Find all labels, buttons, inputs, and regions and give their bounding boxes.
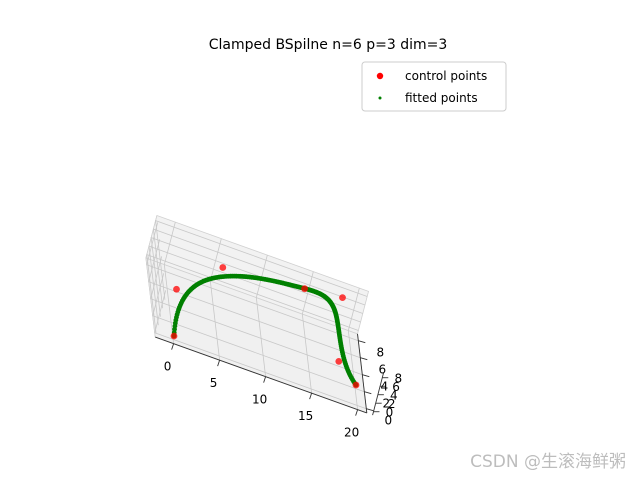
grid-line-z	[152, 228, 366, 309]
x-tick-mark	[171, 343, 175, 350]
y-tick-mark	[362, 374, 370, 378]
y-tick-label: 8	[376, 346, 384, 360]
grid-line-x	[301, 271, 314, 394]
y-tick-label: 0	[384, 414, 392, 428]
legend-label-fitted-points: fitted points	[405, 91, 478, 105]
control-point	[339, 294, 346, 302]
y-tick-mark	[358, 340, 366, 344]
y-tick-mark	[364, 391, 372, 395]
axis-lines	[155, 333, 385, 416]
x-tick-mark	[355, 409, 359, 416]
x-tick-label: 0	[164, 360, 172, 374]
legend-label-control-points: control points	[405, 69, 487, 83]
x-tick-mark	[309, 393, 313, 400]
control-point	[301, 285, 308, 293]
control-points-series	[170, 264, 360, 389]
z-tick-label: 2	[388, 397, 396, 411]
z-axis-line	[372, 372, 385, 416]
y-tick-mark	[366, 408, 374, 412]
y-tick-mark	[360, 357, 368, 361]
y-tick-label: 6	[378, 363, 386, 377]
grid-line-z	[148, 245, 361, 326]
x-tick-label: 10	[252, 393, 267, 407]
z-tick-label: 8	[394, 372, 402, 386]
x-tick-label: 15	[298, 409, 313, 423]
tick-marks	[171, 340, 389, 416]
watermark: CSDN @生滚海鲜粥	[470, 452, 626, 472]
x-axis-line	[155, 336, 367, 414]
x-tick-mark	[263, 376, 267, 383]
x-tick-label: 5	[210, 376, 218, 390]
control-point	[173, 285, 180, 293]
grid-line-z	[146, 254, 359, 334]
legend: control points fitted points	[361, 61, 507, 112]
z-tick-label: 4	[390, 389, 398, 403]
grid-line-z	[155, 220, 368, 300]
y-tick-label: 2	[382, 397, 390, 411]
fitted-points-series	[171, 273, 359, 388]
legend-marker-fitted-points	[378, 96, 382, 100]
y-axis-line	[357, 333, 368, 414]
control-point	[170, 332, 178, 340]
chart-title: Clamped BSpilne n=6 p=3 dim=3	[209, 37, 448, 53]
grid-line-z	[150, 237, 363, 317]
x-tick-mark	[217, 360, 221, 367]
z-tick-label: 6	[392, 380, 400, 394]
grid-line-x	[163, 221, 176, 344]
legend-frame	[361, 61, 507, 112]
control-point	[352, 381, 360, 389]
x-tick-label: 20	[344, 426, 359, 440]
z-tick-label: 0	[386, 406, 394, 420]
y-tick-label: 4	[380, 380, 388, 394]
control-point	[219, 264, 227, 271]
grid-line-x	[255, 254, 268, 377]
control-point	[335, 358, 343, 365]
legend-marker-control-points	[376, 72, 384, 80]
